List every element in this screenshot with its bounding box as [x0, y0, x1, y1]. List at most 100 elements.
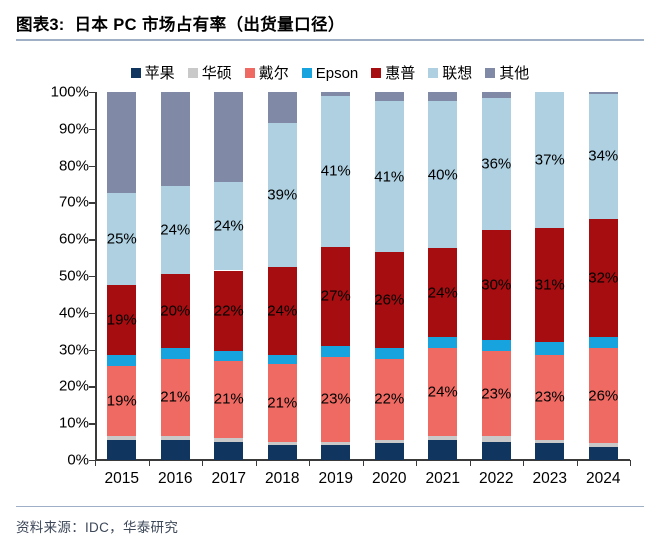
bar-segment-惠普[interactable] — [588, 218, 618, 337]
x-axis-tick-label: 2016 — [158, 470, 193, 487]
bar-segment-惠普[interactable] — [374, 252, 404, 348]
y-axis-tick-mark — [89, 239, 95, 241]
legend-item-1[interactable]: 华硕 — [187, 66, 232, 81]
bar-segment-惠普[interactable] — [107, 285, 137, 356]
bar-segment-华硕[interactable] — [160, 436, 190, 440]
bar-segment-Epson[interactable] — [267, 355, 297, 365]
bar-2022[interactable]: 23% 30% 36% — [481, 92, 511, 460]
bar-segment-联想[interactable] — [481, 97, 511, 230]
source-note: 资料来源：IDC，华泰研究 — [16, 520, 179, 535]
legend-item-4[interactable]: 惠普 — [371, 66, 415, 81]
bar-segment-苹果[interactable] — [160, 439, 190, 460]
bar-segment-华硕[interactable] — [107, 436, 137, 440]
bar-segment-Epson[interactable] — [107, 355, 137, 367]
bar-segment-其他[interactable] — [160, 92, 190, 186]
bar-segment-戴尔[interactable] — [267, 364, 297, 442]
legend-item-label: 惠普 — [385, 64, 416, 82]
bar-segment-Epson[interactable] — [481, 340, 511, 352]
bar-segment-华硕[interactable] — [267, 441, 297, 446]
bar-segment-Epson[interactable] — [374, 347, 404, 359]
bar-segment-其他[interactable] — [214, 92, 244, 183]
bar-segment-苹果[interactable] — [267, 445, 297, 460]
bar-segment-华硕[interactable] — [481, 436, 511, 442]
bar-segment-戴尔[interactable] — [374, 358, 404, 440]
bar-segment-Epson[interactable] — [535, 342, 565, 356]
bar-segment-苹果[interactable] — [428, 439, 458, 460]
bar-segment-苹果[interactable] — [374, 443, 404, 460]
y-axis-tick-label: 30% — [58, 341, 89, 359]
bar-segment-苹果[interactable] — [588, 447, 618, 460]
legend-item-6[interactable]: 其他 — [485, 66, 529, 81]
x-axis-tick-mark — [255, 460, 257, 466]
bar-segment-华硕[interactable] — [321, 441, 351, 446]
y-axis-tick-label: 70% — [58, 193, 89, 211]
bar-segment-其他[interactable] — [481, 92, 511, 98]
bar-2021[interactable]: 24% 24% 40% — [428, 92, 458, 460]
bar-2024[interactable]: 26% 32% 34% — [588, 92, 618, 460]
bar-segment-联想[interactable] — [588, 93, 618, 219]
bar-segment-戴尔[interactable] — [535, 355, 565, 440]
bar-segment-苹果[interactable] — [214, 441, 244, 460]
bar-segment-华硕[interactable] — [214, 437, 244, 442]
bar-segment-惠普[interactable] — [321, 246, 351, 346]
bar-segment-惠普[interactable] — [160, 274, 190, 348]
bar-segment-戴尔[interactable] — [107, 366, 137, 437]
bar-segment-联想[interactable] — [535, 92, 565, 229]
legend-item-5[interactable]: 联想 — [428, 66, 472, 81]
bar-segment-联想[interactable] — [267, 123, 297, 267]
bar-segment-苹果[interactable] — [535, 443, 565, 460]
y-axis-tick-mark — [89, 165, 95, 167]
bar-segment-苹果[interactable] — [321, 445, 351, 460]
bar-2018[interactable]: 21% 24% 39% — [267, 92, 297, 460]
bar-segment-其他[interactable] — [107, 92, 137, 194]
legend-item-2[interactable]: 戴尔 — [244, 66, 289, 81]
bar-segment-其他[interactable] — [428, 92, 458, 102]
legend-item-3[interactable]: Epson — [301, 66, 358, 81]
bar-segment-华硕[interactable] — [588, 443, 618, 448]
bar-2015[interactable]: 19% 19% 25% — [107, 92, 137, 460]
x-axis-tick-label: 2022 — [479, 470, 514, 487]
bar-segment-其他[interactable] — [374, 92, 404, 102]
legend-item-0[interactable]: 苹果 — [130, 66, 175, 81]
bar-segment-戴尔[interactable] — [588, 347, 618, 444]
bar-segment-惠普[interactable] — [267, 266, 297, 356]
bar-segment-其他[interactable] — [267, 92, 297, 124]
bar-2023[interactable]: 23% 31% 37% — [535, 92, 565, 460]
bar-segment-惠普[interactable] — [535, 228, 565, 343]
y-axis-tick-label: 40% — [58, 304, 89, 322]
bar-segment-Epson[interactable] — [214, 351, 244, 361]
bar-2017[interactable]: 21% 22% 24% — [214, 92, 244, 460]
bar-segment-其他[interactable] — [588, 92, 618, 94]
bar-2020[interactable]: 22% 26% 41% — [374, 92, 404, 460]
bar-segment-惠普[interactable] — [428, 248, 458, 337]
bar-segment-戴尔[interactable] — [321, 356, 351, 442]
bar-segment-华硕[interactable] — [428, 436, 458, 440]
x-axis-tick-mark — [95, 460, 97, 466]
bar-segment-联想[interactable] — [160, 185, 190, 275]
bar-segment-戴尔[interactable] — [214, 360, 244, 438]
plot-area: 0% 10% 20% 30% 40% 50% 60% 70% 80% 90% 100% 19% 19% 2… — [51, 84, 632, 487]
bar-segment-惠普[interactable] — [481, 230, 511, 341]
bar-segment-华硕[interactable] — [374, 439, 404, 444]
bar-segment-苹果[interactable] — [107, 439, 137, 460]
bar-2019[interactable]: 23% 27% 41% — [321, 92, 351, 460]
bar-segment-戴尔[interactable] — [481, 351, 511, 437]
bar-segment-Epson[interactable] — [588, 336, 618, 348]
bar-segment-Epson[interactable] — [321, 345, 351, 357]
bar-2016[interactable]: 21% 20% 24% — [160, 92, 190, 460]
bar-segment-戴尔[interactable] — [160, 358, 190, 437]
bar-segment-Epson[interactable] — [428, 336, 458, 348]
bar-segment-惠普[interactable] — [214, 270, 244, 352]
bar-segment-联想[interactable] — [321, 95, 351, 247]
bar-segment-其他[interactable] — [321, 92, 351, 96]
bar-segment-苹果[interactable] — [481, 441, 511, 460]
bar-segment-华硕[interactable] — [535, 439, 565, 444]
bar-segment-联想[interactable] — [214, 182, 244, 271]
bar-segment-联想[interactable] — [107, 193, 137, 286]
bar-segment-联想[interactable] — [374, 101, 404, 253]
bar-segment-Epson[interactable] — [160, 347, 190, 359]
bar-segment-联想[interactable] — [428, 101, 458, 249]
bar-segment-戴尔[interactable] — [428, 347, 458, 437]
x-axis-tick-mark — [148, 460, 150, 466]
